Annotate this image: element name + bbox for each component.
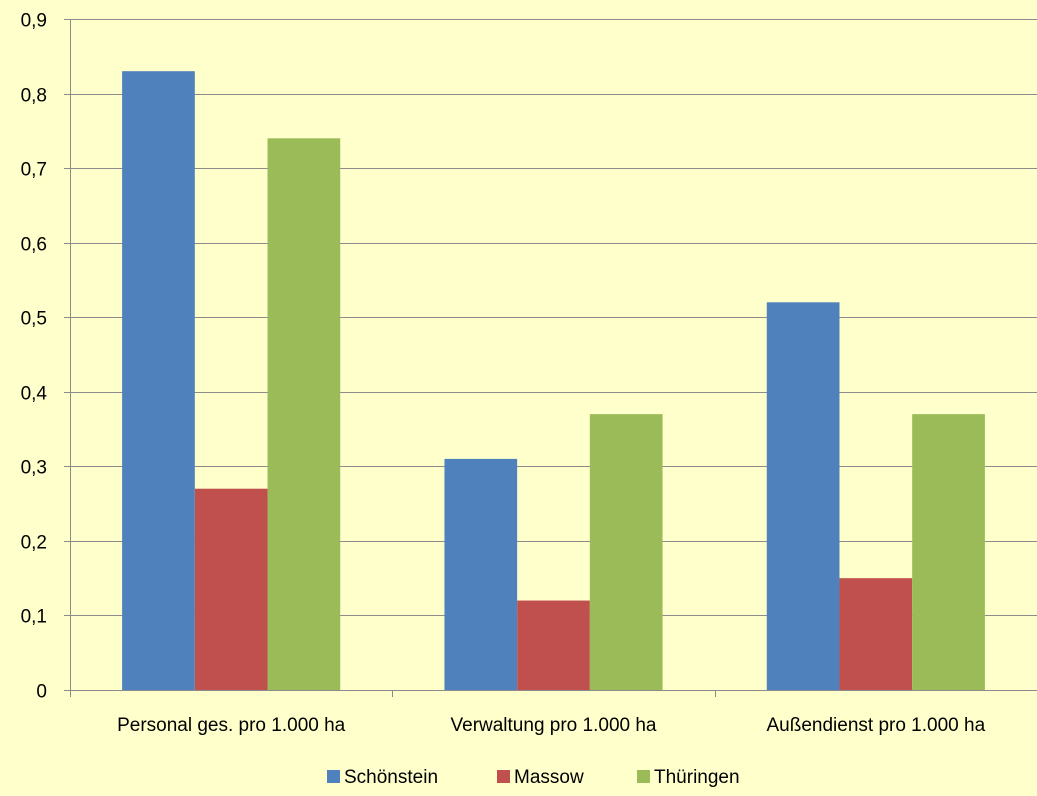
axes: 0 0,1 0,2 0,3 0,4 0,5 0,6 0,7 0,8 0,9 Personal ges… xyxy=(21,11,1037,736)
legend-label: Schönstein xyxy=(344,767,438,788)
y-tick-label: 0,8 xyxy=(21,86,47,107)
bar xyxy=(589,414,663,690)
y-tick-label: 0,4 xyxy=(21,384,48,405)
y-tick-label: 0,5 xyxy=(21,309,47,330)
legend-swatch xyxy=(637,770,650,783)
y-tick-label: 0,9 xyxy=(21,11,47,32)
y-tick-label: 0,7 xyxy=(21,160,47,181)
x-tick-label: Verwaltung pro 1.000 ha xyxy=(451,715,657,736)
bar xyxy=(839,578,913,690)
bar xyxy=(194,488,268,690)
legend-label: Thüringen xyxy=(654,767,740,788)
x-tick-label: Außendienst pro 1.000 ha xyxy=(766,715,985,736)
bar xyxy=(517,600,590,690)
bar xyxy=(267,138,341,691)
bar xyxy=(122,71,195,690)
legend-swatch xyxy=(327,770,340,783)
bar xyxy=(766,302,840,690)
y-tick-label: 0,6 xyxy=(21,235,47,256)
y-tick-label: 0,1 xyxy=(21,607,47,628)
bar xyxy=(912,414,985,690)
y-tick-label: 0 xyxy=(36,682,47,703)
legend: Schönstein Massow Thüringen xyxy=(327,767,740,788)
bars xyxy=(122,71,985,691)
bar xyxy=(444,458,518,690)
legend-swatch xyxy=(497,770,510,783)
y-tick-label: 0,3 xyxy=(21,458,47,479)
y-tick-label: 0,2 xyxy=(21,533,47,554)
legend-label: Massow xyxy=(514,767,584,788)
x-tick-label: Personal ges. pro 1.000 ha xyxy=(117,715,346,736)
